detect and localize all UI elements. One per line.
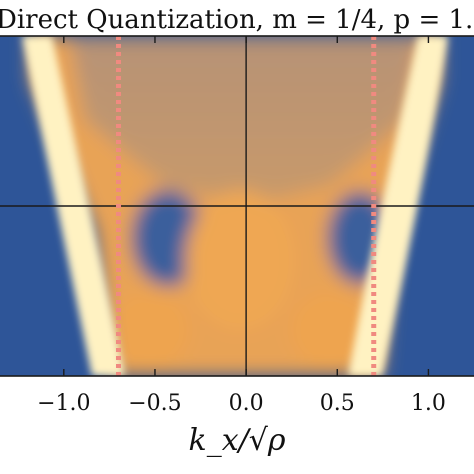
x-axis-label: k_x/√ρ	[189, 423, 286, 458]
x-axis: −1.0 −0.5 0.0 0.5 1.0	[37, 36, 446, 416]
heatmap-muted-cap	[70, 36, 420, 205]
heatmap-lower-lobe-left	[110, 290, 190, 370]
x-tick-label: 1.0	[411, 391, 446, 416]
chart-title: Direct Quantization, m = 1/4, p = 1.4	[0, 5, 474, 35]
heatmap-lower-lobe-right	[290, 290, 370, 370]
x-tick-label: −0.5	[128, 391, 181, 416]
x-tick-label: 0.5	[320, 391, 355, 416]
x-tick-label: −1.0	[37, 391, 90, 416]
heatmap-center-lobe	[185, 190, 295, 330]
x-tick-label: 0.0	[229, 391, 264, 416]
plot-frame	[0, 35, 474, 377]
heatmap-plot-area	[0, 36, 474, 376]
